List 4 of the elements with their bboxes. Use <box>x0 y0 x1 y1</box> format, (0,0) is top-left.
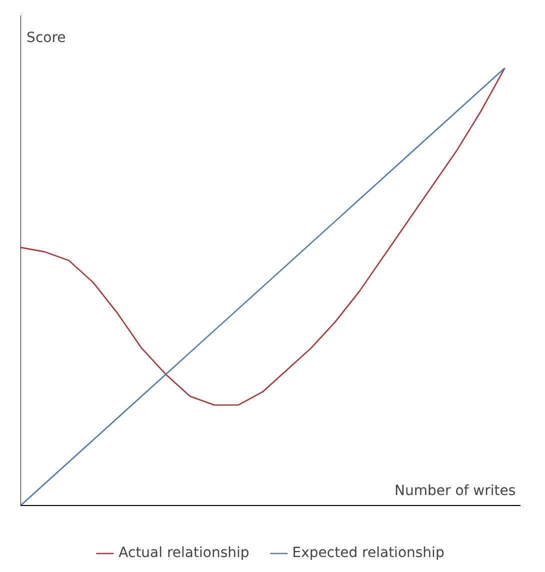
x-axis-title: Number of writes <box>394 483 516 500</box>
y-axis-title: Score <box>26 30 66 46</box>
legend-label: Actual relationship <box>118 545 250 561</box>
legend-label: Expected relationship <box>292 545 444 561</box>
